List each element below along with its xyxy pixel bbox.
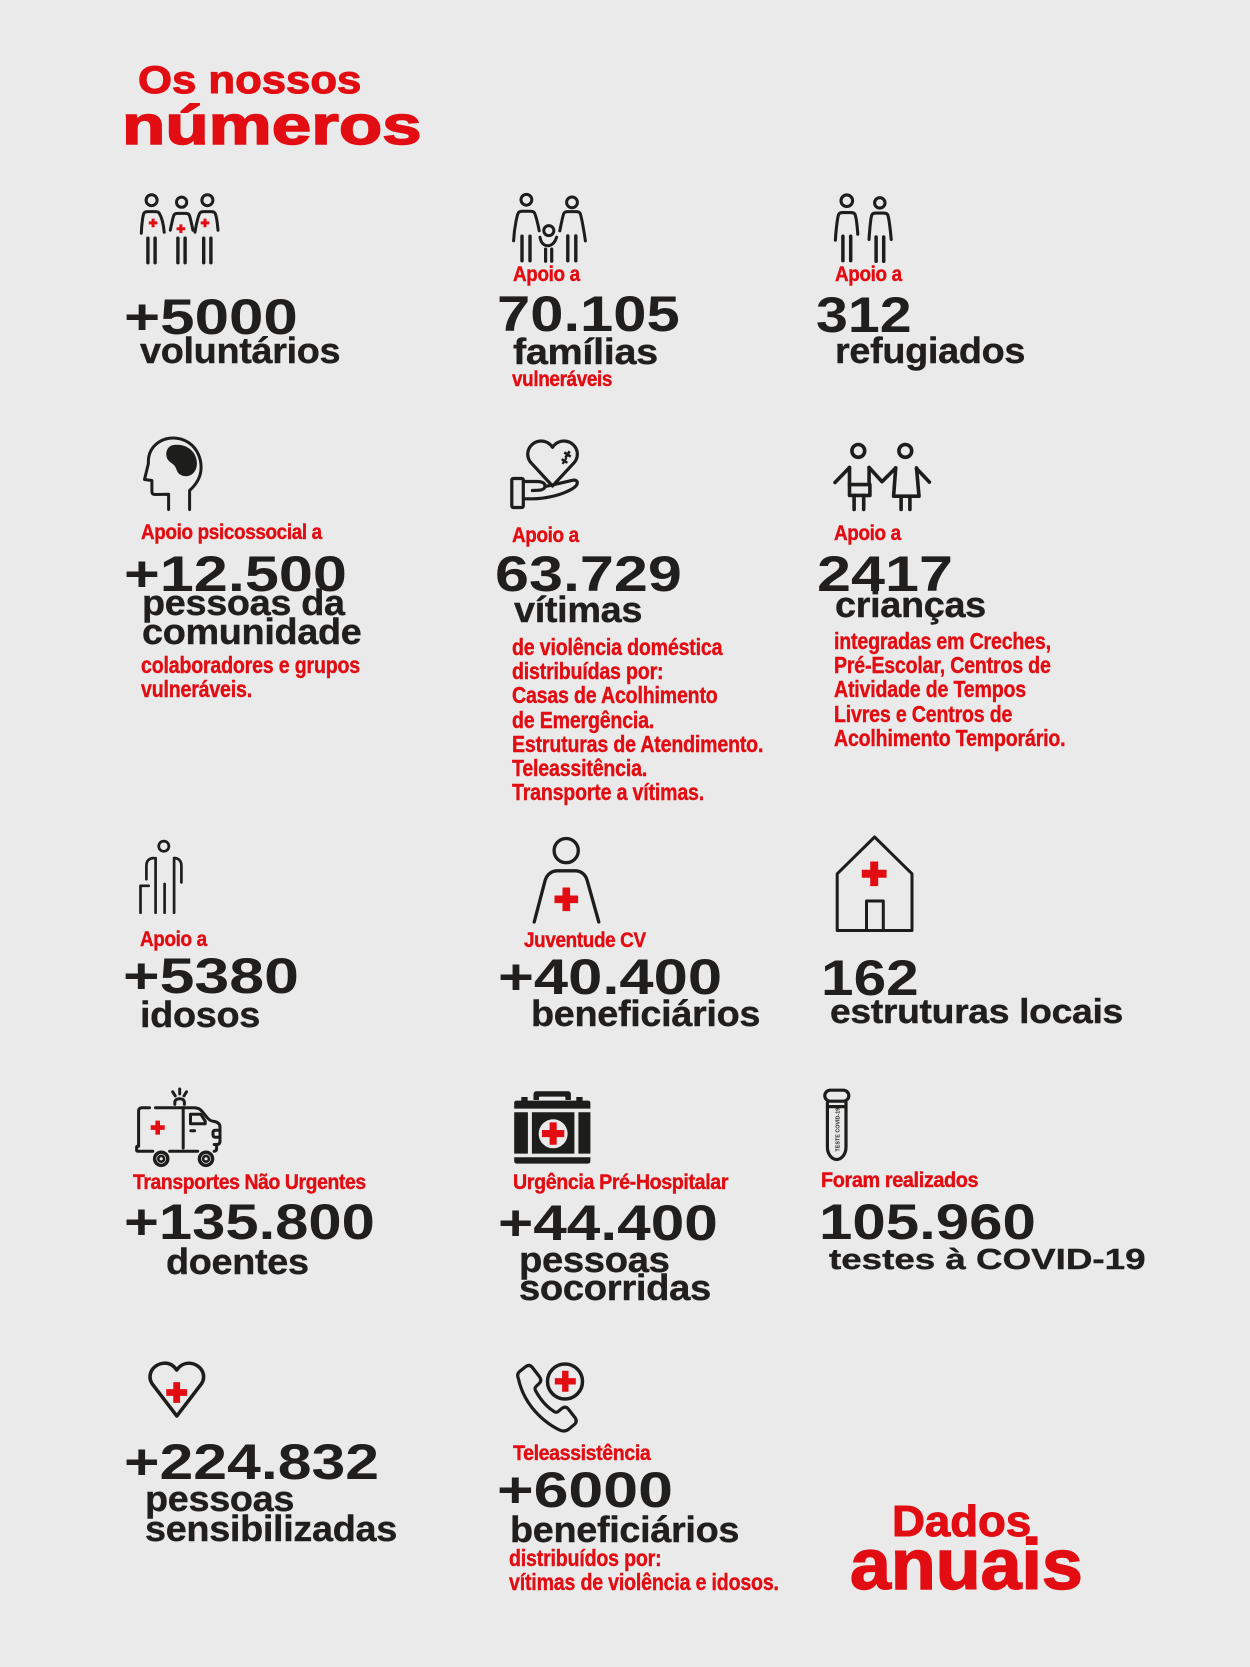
svg-text:TESTE COVID-19: TESTE COVID-19 (835, 1108, 841, 1152)
